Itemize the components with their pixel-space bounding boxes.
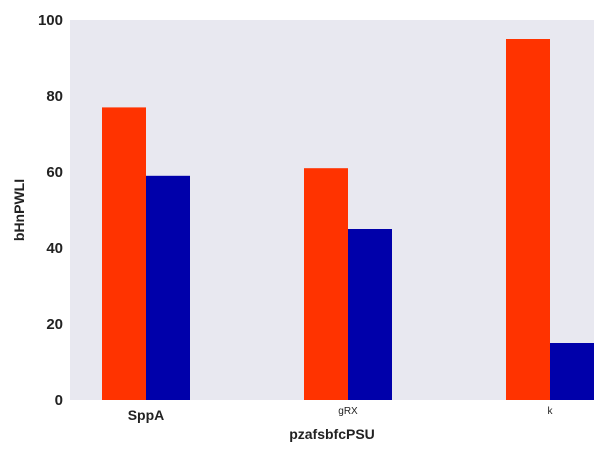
x-tick-label: SppA: [128, 407, 165, 423]
y-tick-label: 80: [46, 88, 63, 105]
y-tick-label: 100: [38, 12, 63, 29]
bars-group: [102, 39, 594, 401]
x-tick-label: k: [548, 406, 554, 417]
y-tick-label: 40: [46, 240, 63, 257]
y-axis-label: bHnPWLI: [11, 179, 27, 241]
bar-SppA-series-2: [146, 175, 190, 400]
y-tick-labels: 0 20 40 60 80 100: [38, 12, 63, 409]
bar-SppA-series-1: [102, 107, 146, 401]
bar-gRX-series-2: [348, 229, 392, 400]
bar-k-series-1: [506, 39, 550, 400]
y-tick-label: 20: [46, 316, 63, 333]
x-tick-labels: SppA gRX k: [128, 406, 554, 423]
y-tick-label: 60: [46, 164, 63, 181]
bar-k-series-2: [550, 343, 594, 400]
y-tick-label: 0: [55, 392, 63, 409]
x-tick-label: gRX: [338, 406, 358, 417]
x-axis-label: pzafsbfcPSU: [289, 426, 375, 442]
bar-gRX-series-1: [304, 168, 348, 400]
